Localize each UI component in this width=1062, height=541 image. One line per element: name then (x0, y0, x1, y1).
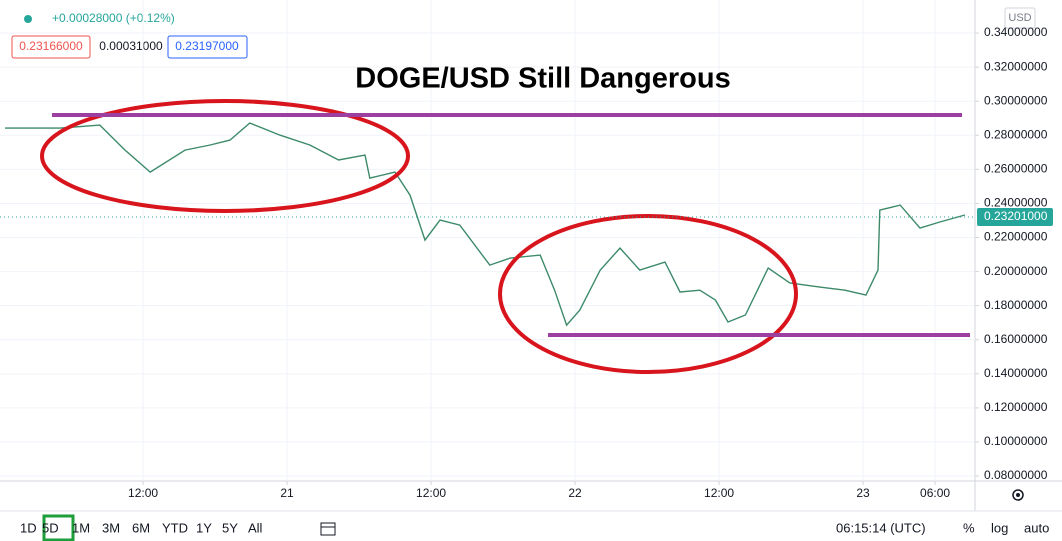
y-tick-label: 0.08000000 (984, 468, 1048, 482)
chart-title: DOGE/USD Still Dangerous (355, 63, 730, 95)
last-price-label: 0.23201000 (984, 209, 1048, 223)
highlight-ellipse (498, 214, 798, 374)
y-tick-label: 0.32000000 (984, 59, 1048, 73)
highlight-ellipse (40, 99, 410, 213)
settings-icon[interactable] (1012, 489, 1024, 501)
x-tick-label: 21 (280, 486, 294, 500)
range-button[interactable]: 3M (102, 520, 120, 535)
compare-icon[interactable] (320, 522, 336, 536)
status-dot (24, 15, 32, 23)
y-tick-label: 0.28000000 (984, 127, 1048, 141)
scale-option[interactable]: auto (1024, 520, 1049, 535)
y-tick-label: 0.10000000 (984, 434, 1048, 448)
y-tick-label: 0.16000000 (984, 332, 1048, 346)
last-price-tag (977, 208, 1053, 227)
x-tick-label: 12:00 (416, 486, 446, 500)
y-tick-label: 0.20000000 (984, 264, 1048, 278)
x-tick-label: 23 (856, 486, 870, 500)
y-tick-label: 0.34000000 (984, 25, 1048, 39)
scale-option[interactable]: % (963, 520, 975, 535)
range-button[interactable]: 6M (132, 520, 150, 535)
x-tick-label: 12:00 (704, 486, 734, 500)
range-button[interactable]: 1Y (196, 520, 212, 535)
currency-box (1004, 7, 1036, 29)
ask-text: 0.23197000 (175, 39, 239, 53)
x-tick-label: 12:00 (128, 486, 158, 500)
y-tick-label: 0.30000000 (984, 93, 1048, 107)
currency-label: USD (1008, 12, 1031, 24)
plot-area (0, 0, 975, 481)
bid-text: 0.23166000 (19, 39, 83, 53)
y-tick-label: 0.18000000 (984, 298, 1048, 312)
x-tick-label: 06:00 (920, 486, 950, 500)
bid-box (11, 35, 91, 59)
clock: 06:15:14 (UTC) (836, 520, 926, 535)
y-tick-label: 0.12000000 (984, 400, 1048, 414)
range-button[interactable]: 5D (42, 520, 59, 535)
spread-text: 0.00031000 (99, 39, 163, 53)
change-text: +0.00028000 (+0.12%) (52, 11, 175, 25)
y-tick-label: 0.22000000 (984, 230, 1048, 244)
range-button[interactable]: 1M (72, 520, 90, 535)
ask-box (167, 35, 248, 59)
range-button[interactable]: All (248, 520, 263, 535)
range-button[interactable]: YTD (162, 520, 188, 535)
range-button[interactable]: 1D (20, 520, 37, 535)
y-tick-label: 0.14000000 (984, 366, 1048, 380)
price-line (5, 122, 966, 327)
y-tick-label: 0.26000000 (984, 162, 1048, 176)
range-button[interactable]: 5Y (222, 520, 238, 535)
y-tick-label: 0.24000000 (984, 196, 1048, 210)
x-tick-label: 22 (568, 486, 582, 500)
active-range-outline (42, 514, 75, 541)
scale-option[interactable]: log (991, 520, 1008, 535)
